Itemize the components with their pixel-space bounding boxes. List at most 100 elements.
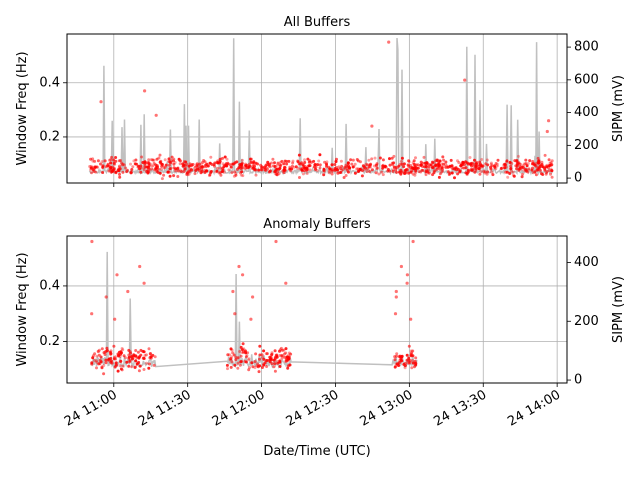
freq-point <box>307 160 311 164</box>
freq-point <box>144 353 148 357</box>
freq-point <box>89 157 93 161</box>
axes-frame <box>66 235 568 384</box>
freq-point <box>238 171 242 175</box>
freq-point <box>262 349 266 353</box>
freq-point <box>369 162 373 166</box>
freq-point <box>151 164 154 168</box>
freq-point <box>438 167 442 171</box>
freq-point <box>510 162 514 165</box>
freq-point <box>130 365 134 369</box>
freq-point <box>152 161 156 165</box>
freq-point <box>462 166 466 170</box>
freq-outlier-point <box>409 317 413 321</box>
freq-point <box>223 155 227 159</box>
x-tick-label: 24 14:00 <box>505 387 563 429</box>
freq-point <box>339 171 343 174</box>
freq-point <box>413 165 417 169</box>
freq-point <box>149 352 153 355</box>
freq-point <box>253 366 257 370</box>
freq-point <box>258 344 262 348</box>
freq-point <box>232 174 236 178</box>
freq-point <box>233 363 237 367</box>
freq-point <box>409 164 413 167</box>
freq-point <box>244 360 248 364</box>
freq-point <box>360 174 364 178</box>
freq-point <box>477 167 481 171</box>
freq-point <box>208 161 212 165</box>
freq-point <box>411 172 415 176</box>
freq-outlier-point <box>405 273 409 277</box>
freq-point <box>149 355 153 359</box>
y2-tick-label: 0 <box>574 373 582 388</box>
freq-point <box>254 173 258 177</box>
freq-point <box>245 163 249 167</box>
freq-point <box>238 350 242 353</box>
freq-point <box>308 164 312 167</box>
freq-point <box>470 168 474 172</box>
chart-title: Anomaly Buffers <box>263 217 371 232</box>
freq-point <box>270 362 274 366</box>
freq-point <box>234 355 238 359</box>
freq-point <box>403 169 407 172</box>
freq-point <box>117 167 121 171</box>
freq-point <box>441 155 445 159</box>
freq-point <box>284 351 288 355</box>
freq-point <box>91 165 94 169</box>
freq-point <box>479 164 483 168</box>
freq-outlier-point <box>387 40 391 44</box>
freq-point <box>185 172 189 176</box>
freq-point <box>215 169 219 173</box>
freq-point <box>485 158 489 162</box>
freq-point <box>141 161 145 164</box>
freq-point <box>280 356 284 360</box>
freq-point <box>147 158 151 162</box>
freq-point <box>158 153 162 157</box>
y-tick-label: 0.4 <box>39 75 60 90</box>
freq-point <box>288 363 292 367</box>
freq-point <box>301 172 305 176</box>
freq-point <box>410 166 414 170</box>
freq-point <box>419 170 423 174</box>
y-tick-label: 0.2 <box>39 129 60 144</box>
freq-point <box>440 166 444 170</box>
freq-point <box>400 354 404 358</box>
freq-point <box>322 173 326 177</box>
freq-point <box>342 176 346 179</box>
freq-point <box>227 168 231 172</box>
x-tick-label: 24 12:30 <box>284 387 342 429</box>
freq-point <box>107 169 111 173</box>
freq-point <box>104 361 108 365</box>
freq-point <box>398 354 402 358</box>
y2-tick-label: 600 <box>574 72 599 87</box>
freq-point <box>213 161 217 165</box>
freq-point <box>248 157 252 161</box>
freq-point <box>543 153 547 157</box>
freq-point <box>131 165 135 169</box>
freq-point <box>408 360 412 364</box>
freq-point <box>172 162 176 166</box>
freq-point <box>218 157 222 161</box>
freq-point <box>474 164 478 168</box>
freq-outlier-point <box>154 113 158 117</box>
freq-point <box>399 168 403 172</box>
freq-point <box>423 161 427 165</box>
freq-point <box>195 162 199 166</box>
freq-point <box>549 167 553 171</box>
freq-outlier-point <box>142 281 146 285</box>
freq-point <box>334 160 338 164</box>
freq-point <box>240 158 244 162</box>
freq-point <box>93 159 97 163</box>
freq-point <box>153 168 157 172</box>
freq-point <box>287 355 291 359</box>
freq-point <box>449 158 453 162</box>
freq-point <box>494 162 498 165</box>
freq-point <box>247 357 251 361</box>
freq-point <box>472 164 476 168</box>
freq-point <box>464 160 468 164</box>
freq-point <box>104 358 108 362</box>
freq-point <box>475 160 479 164</box>
freq-point <box>306 157 310 161</box>
freq-point <box>257 168 261 172</box>
freq-point <box>273 369 277 373</box>
freq-point <box>407 171 410 175</box>
